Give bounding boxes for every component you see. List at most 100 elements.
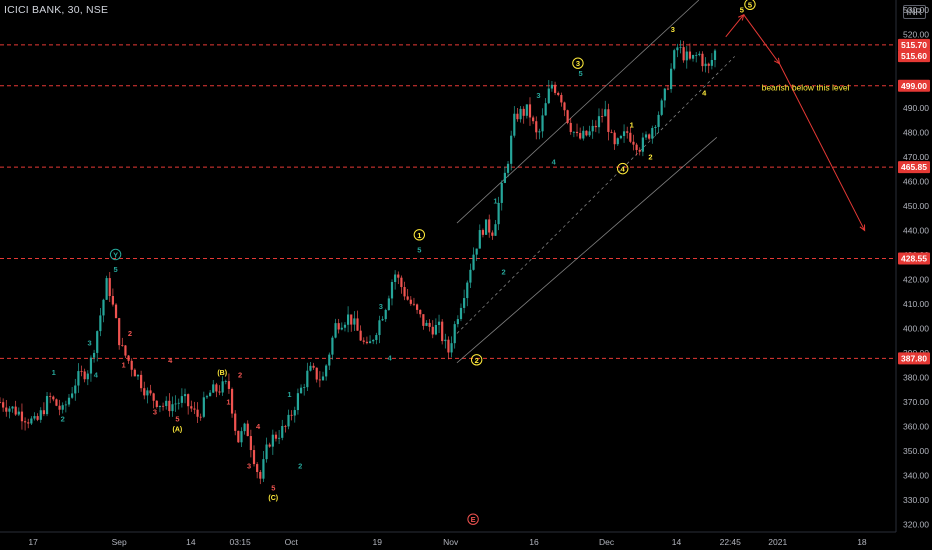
candle-body	[290, 414, 293, 416]
candle-body	[315, 367, 318, 380]
candle-body	[541, 115, 544, 132]
candle-body	[412, 303, 416, 305]
candle-body	[616, 138, 619, 145]
x-tick-label: 14	[186, 537, 196, 547]
candle-body	[318, 379, 321, 381]
candle-body	[710, 59, 713, 66]
projection-arrowhead	[738, 13, 745, 21]
candle-body	[306, 370, 309, 388]
candle-body	[663, 88, 666, 101]
candle-body	[519, 108, 522, 120]
candle-body	[466, 282, 469, 299]
candle-body	[71, 393, 74, 398]
candle-body	[406, 296, 409, 300]
level-price-label: 465.85	[901, 162, 927, 172]
wave-label: 5	[113, 265, 117, 274]
candle-body	[384, 309, 387, 320]
candle-body	[444, 339, 447, 342]
candle-body	[557, 92, 560, 95]
x-tick-label: 16	[529, 537, 539, 547]
candle-body	[660, 100, 663, 115]
candle-body	[701, 53, 704, 67]
wave-label: 3	[247, 461, 251, 470]
y-tick-label: 320.00	[903, 520, 929, 530]
wave-label: 5	[579, 69, 583, 78]
projection-line	[779, 63, 866, 231]
wave-label-circle	[572, 57, 584, 69]
x-tick-label: 19	[372, 537, 382, 547]
candle-body	[673, 50, 676, 69]
candle-body	[8, 408, 11, 412]
candle-body	[303, 387, 306, 388]
y-tick-label: 330.00	[903, 495, 929, 505]
candle-body	[397, 274, 400, 278]
candle-body	[102, 299, 105, 316]
candle-body	[544, 103, 547, 116]
candle-body	[218, 391, 221, 393]
x-tick-label: 17	[28, 537, 38, 547]
wave-label: 5	[271, 483, 275, 492]
wave-label-circle	[109, 248, 122, 261]
candle-body	[80, 371, 83, 372]
candle-body	[118, 318, 121, 346]
candle-body	[209, 392, 212, 397]
candle-body	[685, 51, 688, 61]
candle-body	[644, 134, 648, 138]
candle-body	[654, 126, 657, 129]
candle-body	[337, 323, 340, 330]
level-price-label: 428.55	[901, 254, 927, 264]
candle-body	[5, 407, 8, 412]
candle-body	[560, 94, 563, 103]
candle-body	[497, 202, 500, 225]
candle-body	[375, 335, 378, 340]
candle-body	[569, 122, 572, 132]
wave-label-circle	[470, 354, 483, 366]
wave-label: 4	[621, 165, 626, 174]
projection-line	[743, 14, 780, 65]
candle-body	[155, 400, 158, 407]
candle-body	[321, 376, 325, 381]
candle-body	[158, 405, 162, 407]
candle-body	[550, 84, 554, 89]
y-tick-label: 360.00	[903, 422, 929, 432]
candle-body	[190, 406, 193, 409]
candle-body	[607, 109, 610, 132]
candle-body	[459, 307, 463, 320]
candle-body	[77, 371, 80, 386]
candle-body	[622, 131, 626, 136]
candle-body	[362, 340, 365, 342]
candle-body	[456, 319, 459, 325]
candle-body	[538, 131, 541, 133]
candle-body	[234, 413, 237, 431]
candle-body	[547, 88, 550, 104]
wave-label: 1	[630, 120, 634, 129]
candle-body	[271, 434, 274, 447]
candle-body	[670, 68, 673, 90]
wave-label: Y	[113, 250, 118, 259]
candle-body	[284, 425, 287, 427]
wave-label: 3	[379, 302, 383, 311]
candle-body	[532, 117, 535, 122]
currency-badge[interactable]: INR	[902, 5, 926, 19]
candle-body	[419, 309, 422, 315]
candle-body	[36, 416, 39, 420]
candle-body	[293, 410, 296, 416]
candle-body	[610, 131, 613, 133]
candle-body	[604, 109, 607, 117]
candle-body	[240, 431, 243, 443]
candle-body	[563, 102, 566, 111]
candle-body	[96, 331, 99, 353]
y-tick-label: 460.00	[903, 176, 929, 186]
candle-body	[287, 414, 290, 427]
candle-body	[55, 399, 58, 406]
candle-body	[23, 421, 27, 423]
candle-body	[2, 402, 5, 408]
candle-body	[597, 116, 601, 128]
candle-body	[309, 365, 312, 371]
candle-body	[340, 327, 343, 330]
candle-body	[124, 345, 127, 356]
candle-body	[0, 402, 2, 403]
candle-body	[89, 357, 93, 374]
candle-body	[171, 404, 174, 412]
